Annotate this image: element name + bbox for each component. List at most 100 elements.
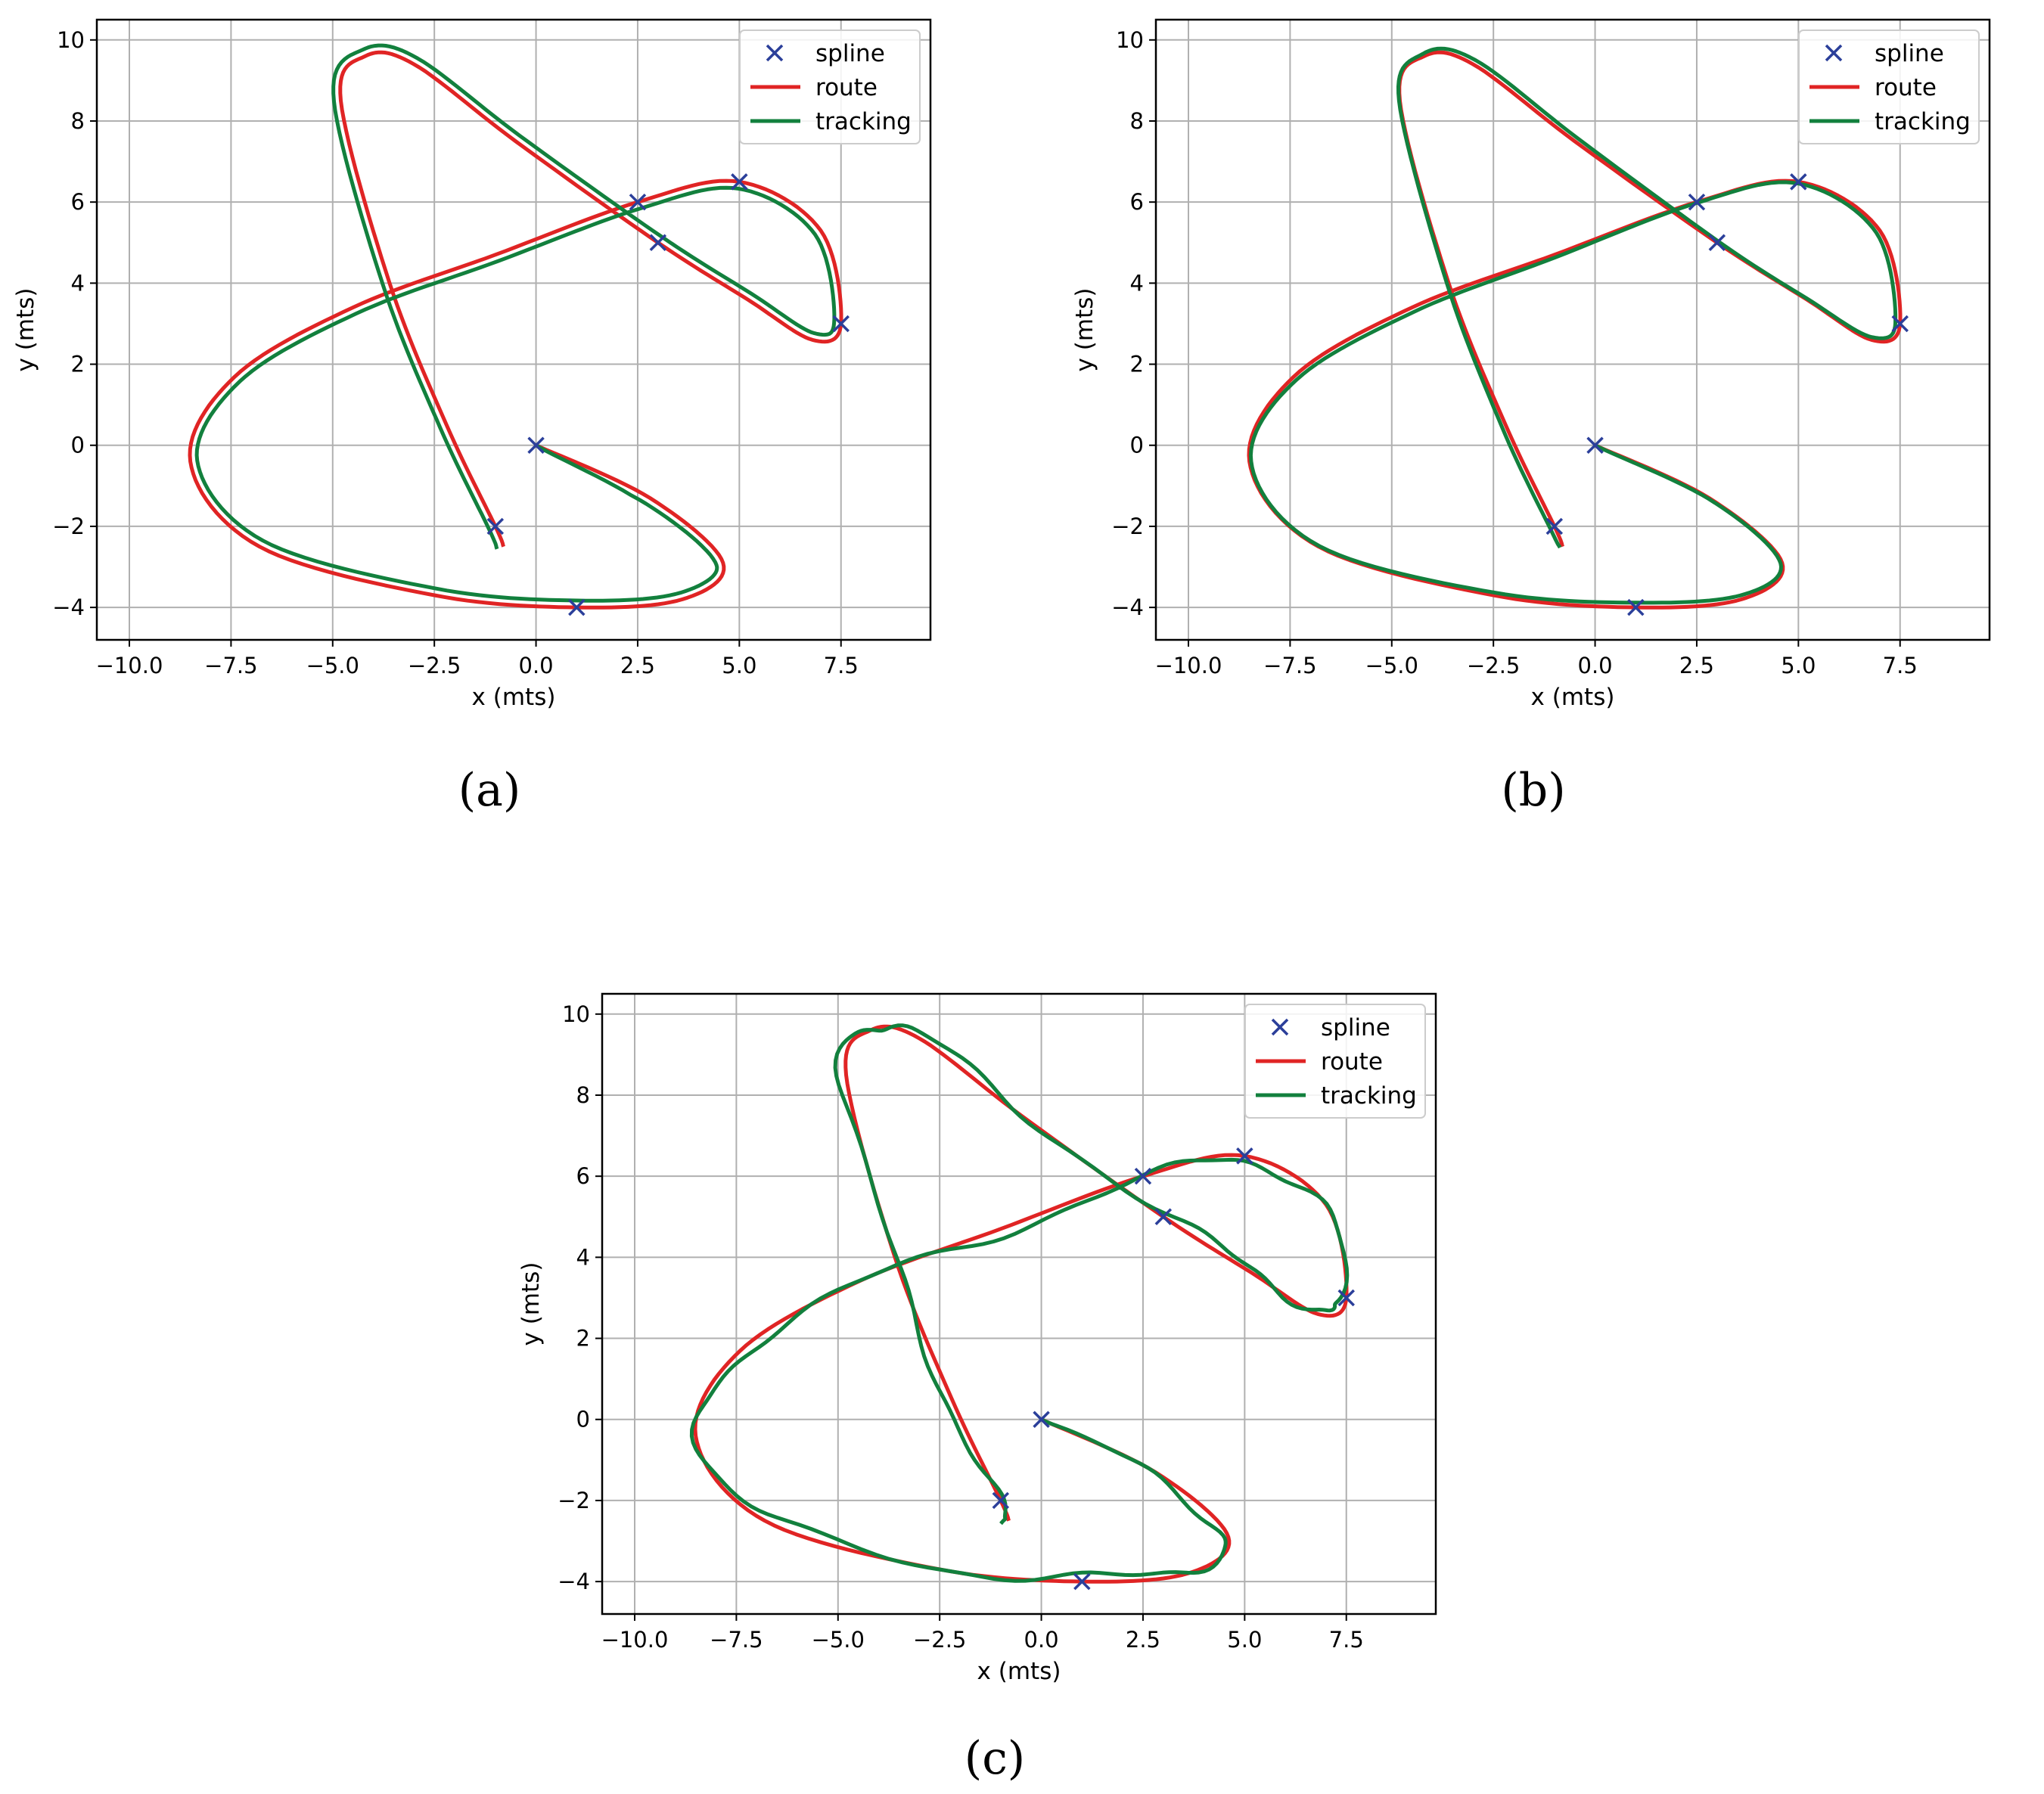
x-tick-label: −7.5 — [710, 1627, 763, 1653]
y-axis-label: y (mts) — [12, 288, 39, 372]
y-tick-label: 6 — [1130, 189, 1144, 215]
y-axis-label: y (mts) — [517, 1262, 545, 1346]
x-tick-label: 5.0 — [1227, 1627, 1262, 1653]
x-tick-label: 7.5 — [1883, 653, 1918, 678]
y-tick-label: 8 — [576, 1082, 590, 1108]
spline-point — [1627, 598, 1645, 616]
y-tick-label: 10 — [562, 1001, 590, 1027]
x-tick-label: −5.0 — [1365, 653, 1418, 678]
spline-point — [1545, 517, 1564, 535]
y-tick-label: 0 — [71, 433, 85, 458]
spline-point — [1236, 1147, 1253, 1165]
x-tick-label: 5.0 — [722, 653, 756, 678]
y-tick-label: 10 — [1116, 27, 1144, 53]
legend-label-spline: spline — [1875, 40, 1944, 67]
series-route-line — [693, 1024, 1349, 1584]
legend-label-route: route — [1875, 74, 1937, 101]
spline-point — [1790, 173, 1807, 191]
x-tick-label: 2.5 — [620, 653, 655, 678]
x-tick-label: −7.5 — [1263, 653, 1316, 678]
spline-point — [527, 436, 545, 454]
x-tick-label: −10.0 — [96, 653, 163, 678]
y-tick-label: −4 — [52, 594, 85, 620]
series-tracking-line — [689, 1023, 1350, 1583]
spline-point — [1134, 1167, 1152, 1185]
spline-point — [1708, 234, 1726, 252]
legend-box — [1244, 1004, 1426, 1119]
legend-label-tracking: tracking — [815, 108, 912, 135]
legend: spline route tracking — [739, 29, 921, 144]
y-tick-label: 4 — [71, 270, 85, 296]
x-axis-label: x (mts) — [472, 684, 556, 711]
y-tick-label: 8 — [1130, 108, 1144, 134]
chart-a: −10.0 −7.5 −5.0 −2.5 0.0 2.5 5.0 7.5 −4 −2 0 2 4 6 8 10… — [12, 18, 932, 711]
x-tick-label: 5.0 — [1781, 653, 1816, 678]
legend-label-tracking: tracking — [1875, 108, 1971, 135]
plot-frame — [601, 992, 1437, 1616]
chart-panel-b: −10.0 −7.5 −5.0 −2.5 0.0 2.5 5.0 7.5 −4 −2 0 2 4 6 8 10… — [1059, 0, 2042, 741]
series-route-line — [188, 50, 843, 610]
spline-point — [1586, 436, 1604, 454]
x-tick-label: −10.0 — [601, 1627, 669, 1653]
spline-point — [629, 193, 647, 211]
legend-marker-spline — [766, 44, 784, 62]
legend-label-route: route — [815, 74, 878, 101]
y-tick-label: 0 — [1130, 433, 1144, 458]
y-tick-label: 2 — [576, 1326, 590, 1352]
x-tick-label: −5.0 — [306, 653, 359, 678]
spline-point — [568, 598, 586, 616]
x-tick-label: 7.5 — [824, 653, 859, 678]
legend-marker-spline — [1271, 1018, 1289, 1036]
y-tick-label: 8 — [71, 108, 85, 134]
y-tick-label: 10 — [57, 27, 85, 53]
x-tick-label: 7.5 — [1329, 1627, 1364, 1653]
x-axis-label: x (mts) — [1531, 684, 1615, 711]
series-tracking-line — [1248, 46, 1898, 605]
y-tick-label: −4 — [558, 1569, 590, 1594]
chart-panel-c: −10.0 −7.5 −5.0 −2.5 0.0 2.5 5.0 7.5 −4 −2 0 2 4 6 8 10… — [505, 974, 1489, 1715]
spline-point — [1073, 1572, 1091, 1591]
y-tick-label: 4 — [576, 1244, 590, 1270]
spline-point — [992, 1491, 1010, 1510]
spline-point — [1337, 1289, 1355, 1307]
legend-label-spline: spline — [1321, 1014, 1390, 1041]
legend: spline route tracking — [1244, 1004, 1426, 1119]
y-tick-label: 2 — [1130, 352, 1144, 377]
plot-frame — [95, 18, 932, 641]
x-tick-label: 0.0 — [1578, 653, 1613, 678]
x-tick-label: −2.5 — [1467, 653, 1520, 678]
spline-point — [649, 234, 667, 252]
spline-point — [832, 315, 850, 333]
legend-label-tracking: tracking — [1321, 1082, 1417, 1110]
caption-c: (c) — [964, 1732, 1026, 1785]
x-tick-label: −10.0 — [1155, 653, 1222, 678]
x-tick-label: −2.5 — [913, 1627, 966, 1653]
legend: spline route tracking — [1798, 29, 1980, 144]
x-tick-label: −7.5 — [204, 653, 257, 678]
chart-panel-a: −10.0 −7.5 −5.0 −2.5 0.0 2.5 5.0 7.5 −4 −2 0 2 4 6 8 10… — [0, 0, 983, 741]
spline-point — [1033, 1411, 1050, 1428]
y-tick-label: −4 — [1111, 594, 1144, 620]
caption-a: (a) — [458, 764, 521, 817]
spline-point — [1891, 315, 1909, 333]
y-tick-label: −2 — [558, 1488, 590, 1513]
spline-point — [731, 173, 748, 191]
chart-b: −10.0 −7.5 −5.0 −2.5 0.0 2.5 5.0 7.5 −4 −2 0 2 4 6 8 10… — [1071, 18, 1991, 711]
spline-point — [486, 517, 505, 535]
y-tick-label: 6 — [576, 1163, 590, 1189]
x-tick-label: −5.0 — [812, 1627, 865, 1653]
plot-frame — [1154, 18, 1991, 641]
y-tick-label: 2 — [71, 352, 85, 377]
x-tick-label: 0.0 — [519, 653, 554, 678]
chart-c: −10.0 −7.5 −5.0 −2.5 0.0 2.5 5.0 7.5 −4 −2 0 2 4 6 8 10… — [517, 992, 1437, 1685]
spline-point — [1688, 193, 1706, 211]
x-tick-label: 2.5 — [1679, 653, 1714, 678]
legend-box — [739, 29, 921, 144]
y-tick-label: −2 — [52, 514, 85, 539]
y-tick-label: 0 — [576, 1407, 590, 1432]
y-axis-label: y (mts) — [1071, 288, 1098, 372]
x-tick-label: 0.0 — [1024, 1627, 1059, 1653]
legend-box — [1798, 29, 1980, 144]
spline-point — [1154, 1208, 1173, 1226]
y-tick-label: 6 — [71, 189, 85, 215]
